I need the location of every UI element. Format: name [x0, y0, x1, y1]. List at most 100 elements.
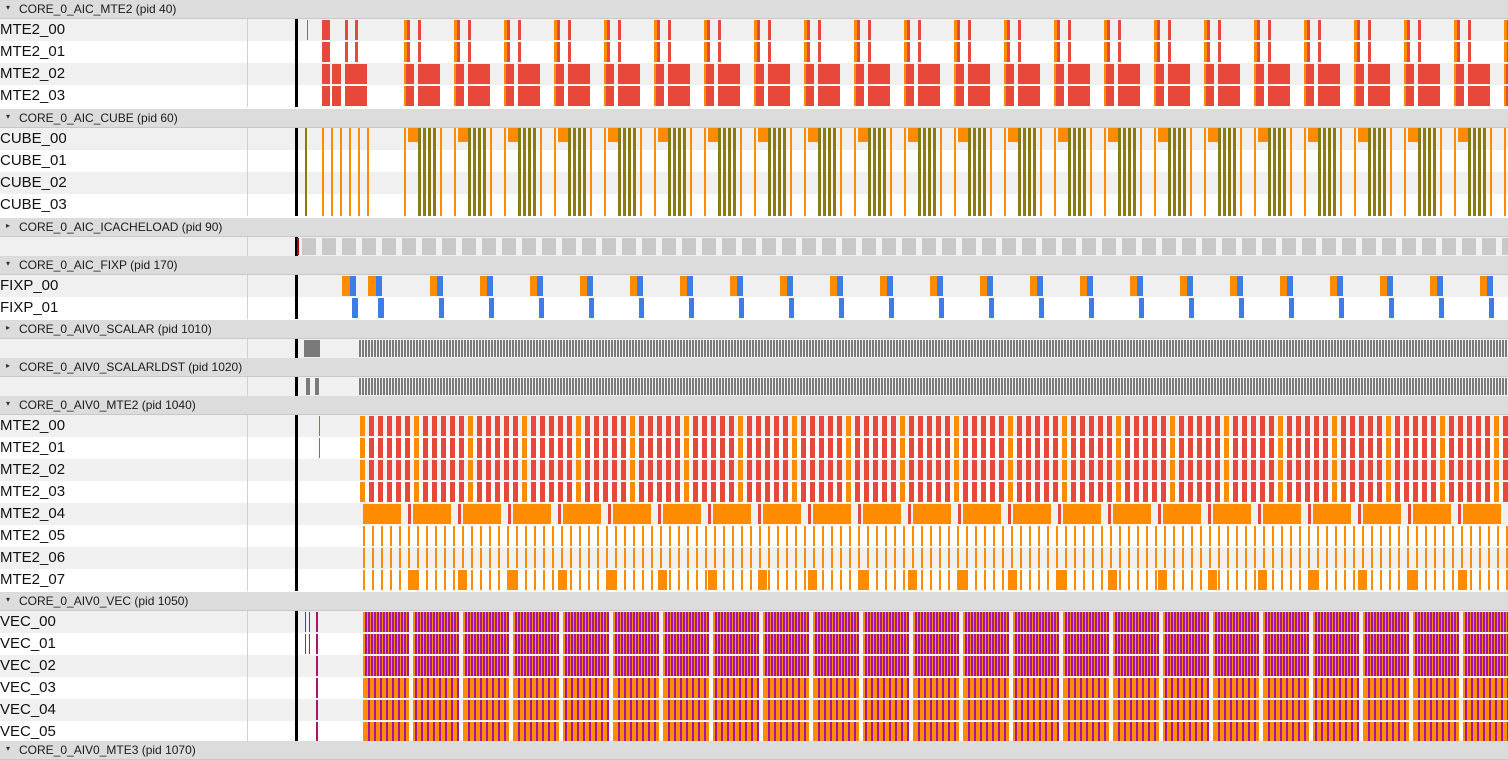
trace-slice[interactable]: [1218, 526, 1220, 546]
trace-slice[interactable]: [396, 482, 401, 502]
trace-slice[interactable]: [1273, 150, 1276, 172]
trace-slice[interactable]: [1503, 416, 1508, 436]
trace-slice[interactable]: [1436, 612, 1438, 632]
trace-slice[interactable]: [818, 612, 820, 632]
trace-slice[interactable]: [444, 570, 446, 590]
trace-slice[interactable]: [936, 656, 938, 676]
trace-slice[interactable]: [1418, 634, 1420, 654]
trace-slice[interactable]: [650, 378, 652, 395]
trace-slice[interactable]: [1062, 438, 1067, 458]
trace-slice[interactable]: [611, 378, 613, 395]
trace-slice[interactable]: [1368, 700, 1370, 720]
trace-slice[interactable]: [729, 438, 734, 458]
trace-slice[interactable]: [458, 504, 461, 524]
trace-slice[interactable]: [1353, 548, 1355, 568]
trace-slice[interactable]: [461, 340, 463, 357]
trace-slice[interactable]: [1485, 460, 1490, 480]
trace-slice[interactable]: [904, 128, 906, 150]
trace-slice[interactable]: [1440, 128, 1442, 150]
trace-slice[interactable]: [1062, 416, 1067, 436]
trace-slice[interactable]: [708, 504, 711, 524]
trace-slice[interactable]: [1228, 150, 1231, 172]
trace-slice[interactable]: [998, 656, 1000, 676]
trace-slice[interactable]: [1454, 172, 1456, 194]
trace-slice[interactable]: [1368, 722, 1370, 742]
trace-slice[interactable]: [1189, 722, 1191, 742]
trace-slice[interactable]: [770, 340, 772, 357]
trace-slice[interactable]: [980, 612, 982, 632]
trace-slice[interactable]: [1386, 482, 1391, 502]
trace-slice[interactable]: [1368, 678, 1370, 698]
trace-slice[interactable]: [524, 340, 526, 357]
trace-slice[interactable]: [1483, 128, 1486, 150]
trace-slice[interactable]: [404, 150, 406, 172]
trace-slice[interactable]: [902, 378, 904, 395]
trace-slice[interactable]: [507, 42, 510, 62]
trace-slice[interactable]: [404, 634, 406, 654]
trace-slice[interactable]: [883, 722, 885, 742]
trace-slice[interactable]: [1230, 612, 1232, 632]
trace-slice[interactable]: [1333, 172, 1336, 194]
trace-slice[interactable]: [904, 634, 906, 654]
trace-slice[interactable]: [1198, 656, 1200, 676]
trace-slice[interactable]: [733, 722, 735, 742]
trace-slice[interactable]: [1318, 128, 1321, 150]
trace-slice[interactable]: [1056, 86, 1064, 106]
trace-slice[interactable]: [1318, 194, 1321, 216]
trace-slice[interactable]: [903, 548, 905, 568]
trace-slice[interactable]: [1404, 150, 1406, 172]
trace-slice[interactable]: [983, 634, 985, 654]
trace-slice[interactable]: [1377, 482, 1382, 502]
trace-slice[interactable]: [1496, 378, 1498, 395]
trace-slice[interactable]: [724, 634, 726, 654]
trace-slice[interactable]: [1179, 460, 1184, 480]
trace-slice[interactable]: [654, 42, 657, 62]
trace-slice[interactable]: [768, 64, 790, 84]
trace-slice[interactable]: [795, 656, 797, 676]
trace-slice[interactable]: [1086, 700, 1088, 720]
trace-slice[interactable]: [468, 482, 473, 502]
trace-slice[interactable]: [1239, 656, 1241, 676]
trace-slice[interactable]: [1368, 612, 1370, 632]
trace-slice[interactable]: [1472, 378, 1474, 395]
trace-slice[interactable]: [473, 340, 475, 357]
trace-slice[interactable]: [542, 378, 544, 395]
trace-slice[interactable]: [807, 656, 809, 676]
trace-slice[interactable]: [1077, 612, 1079, 632]
trace-slice[interactable]: [1133, 340, 1135, 357]
trace-slice[interactable]: [1433, 378, 1435, 395]
trace-slice[interactable]: [828, 460, 833, 480]
trace-slice[interactable]: [1278, 172, 1281, 194]
trace-slice[interactable]: [525, 570, 527, 590]
trace-slice[interactable]: [1331, 340, 1333, 357]
trace-slice[interactable]: [1027, 678, 1029, 698]
trace-slice[interactable]: [958, 128, 970, 142]
trace-slice[interactable]: [1307, 656, 1309, 676]
trace-slice[interactable]: [1001, 656, 1003, 676]
trace-slice[interactable]: [1092, 612, 1094, 632]
trace-slice[interactable]: [995, 634, 997, 654]
trace-slice[interactable]: [595, 722, 597, 742]
trace-slice[interactable]: [958, 504, 961, 524]
trace-slice[interactable]: [1323, 416, 1328, 436]
trace-slice[interactable]: [1268, 700, 1270, 720]
trace-slice[interactable]: [792, 482, 797, 502]
trace-slice[interactable]: [413, 378, 415, 395]
trace-slice[interactable]: [358, 128, 360, 150]
trace-slice[interactable]: [818, 194, 821, 216]
trace-slice[interactable]: [836, 340, 838, 357]
trace-slice[interactable]: [757, 612, 759, 632]
trace-slice[interactable]: [1033, 612, 1035, 632]
trace-slice[interactable]: [1206, 416, 1211, 436]
trace-slice[interactable]: [1345, 612, 1347, 632]
trace-slice[interactable]: [1082, 238, 1096, 255]
trace-slice[interactable]: [693, 460, 698, 480]
trace-slice[interactable]: [615, 526, 617, 546]
trace-slice[interactable]: [636, 634, 638, 654]
trace-slice[interactable]: [1186, 612, 1188, 632]
trace-slice[interactable]: [756, 482, 761, 502]
trace-slice[interactable]: [1218, 678, 1220, 698]
trace-slice[interactable]: [1148, 700, 1150, 720]
trace-slice[interactable]: [1018, 194, 1021, 216]
trace-slice[interactable]: [426, 526, 428, 546]
